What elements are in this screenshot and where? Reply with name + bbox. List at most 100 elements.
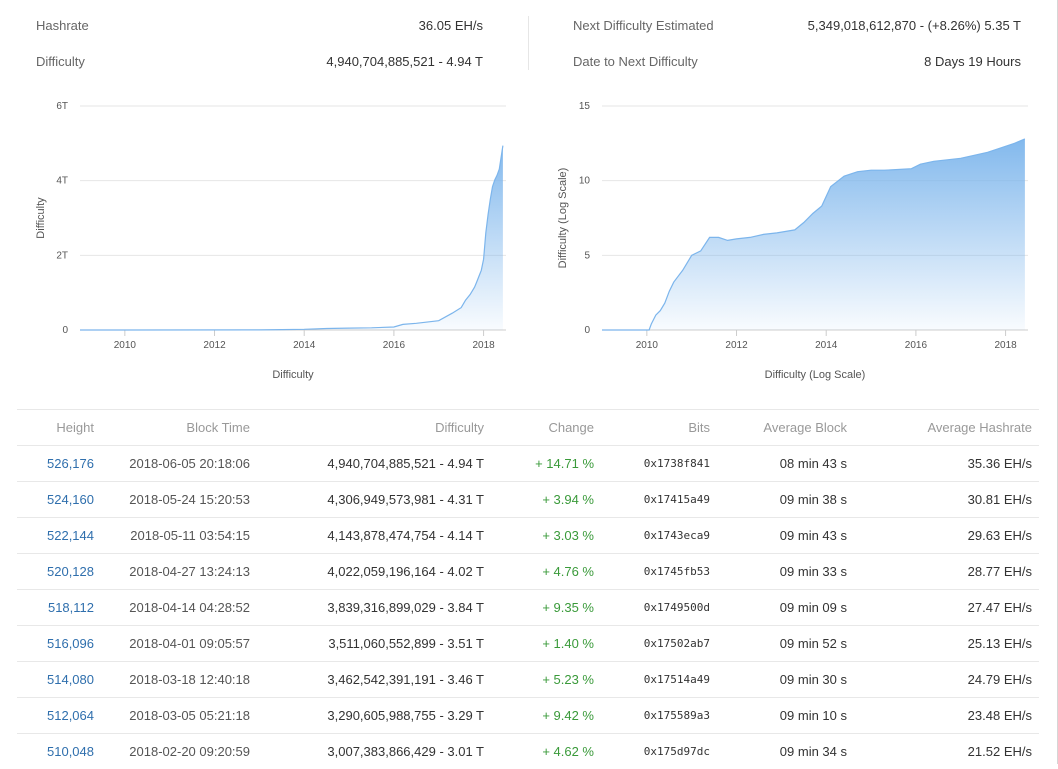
cell-block-time: 2018-03-05 05:21:18	[101, 698, 257, 734]
cell-height: 514,080	[17, 662, 101, 698]
cell-average-block: 09 min 38 s	[717, 482, 854, 518]
cell-height: 516,096	[17, 626, 101, 662]
block-height-link[interactable]: 514,080	[47, 672, 94, 687]
col-header-average-block[interactable]: Average Block	[717, 410, 854, 446]
block-height-link[interactable]: 520,128	[47, 564, 94, 579]
col-header-difficulty[interactable]: Difficulty	[257, 410, 491, 446]
cell-average-hashrate: 35.36 EH/s	[854, 446, 1039, 482]
cell-block-time: 2018-04-14 04:28:52	[101, 590, 257, 626]
next-difficulty-value: 5,349,018,612,870 - (+8.26%) 5.35 T	[751, 16, 1021, 36]
cell-average-hashrate: 30.81 EH/s	[854, 482, 1039, 518]
table-header-row: Height Block Time Difficulty Change Bits…	[17, 410, 1039, 446]
cell-average-hashrate: 29.63 EH/s	[854, 518, 1039, 554]
x-tick-label: 2016	[383, 340, 406, 351]
block-height-link[interactable]: 524,160	[47, 492, 94, 507]
cell-difficulty: 4,940,704,885,521 - 4.94 T	[257, 446, 491, 482]
x-tick-label: 2018	[994, 340, 1017, 351]
cell-change: + 9.42 %	[491, 698, 601, 734]
cell-bits: 0x1738f841	[601, 446, 717, 482]
x-axis-title: Difficulty	[272, 369, 314, 381]
x-tick-label: 2012	[203, 340, 226, 351]
cell-bits: 0x1745fb53	[601, 554, 717, 590]
block-height-link[interactable]: 516,096	[47, 636, 94, 651]
difficulty-value: 4,940,704,885,521 - 4.94 T	[233, 52, 483, 72]
cell-difficulty: 3,290,605,988,755 - 3.29 T	[257, 698, 491, 734]
y-tick-label: 15	[579, 101, 591, 112]
cell-bits: 0x1743eca9	[601, 518, 717, 554]
difficulty-label: Difficulty	[36, 52, 236, 72]
x-tick-label: 2018	[472, 340, 495, 351]
cell-average-hashrate: 24.79 EH/s	[854, 662, 1039, 698]
cell-difficulty: 4,143,878,474,754 - 4.14 T	[257, 518, 491, 554]
cell-average-hashrate: 27.47 EH/s	[854, 590, 1039, 626]
cell-block-time: 2018-04-27 13:24:13	[101, 554, 257, 590]
cell-average-hashrate: 25.13 EH/s	[854, 626, 1039, 662]
cell-bits: 0x17502ab7	[601, 626, 717, 662]
cell-height: 512,064	[17, 698, 101, 734]
block-height-link[interactable]: 510,048	[47, 744, 94, 759]
series-area	[80, 146, 503, 330]
col-header-height[interactable]: Height	[17, 410, 101, 446]
block-height-link[interactable]: 522,144	[47, 528, 94, 543]
y-tick-label: 0	[584, 325, 590, 336]
cell-difficulty: 3,511,060,552,899 - 3.51 T	[257, 626, 491, 662]
col-header-average-hashrate[interactable]: Average Hashrate	[854, 410, 1039, 446]
x-tick-label: 2010	[114, 340, 137, 351]
next-date-value: 8 Days 19 Hours	[821, 52, 1021, 72]
cell-height: 522,144	[17, 518, 101, 554]
col-header-change[interactable]: Change	[491, 410, 601, 446]
cell-height: 520,128	[17, 554, 101, 590]
cell-average-block: 08 min 43 s	[717, 446, 854, 482]
cell-height: 518,112	[17, 590, 101, 626]
cell-change: + 3.03 %	[491, 518, 601, 554]
x-tick-label: 2014	[293, 340, 316, 351]
stats-divider	[528, 16, 529, 70]
cell-block-time: 2018-03-18 12:40:18	[101, 662, 257, 698]
cell-block-time: 2018-06-05 20:18:06	[101, 446, 257, 482]
cell-average-block: 09 min 10 s	[717, 698, 854, 734]
block-height-link[interactable]: 512,064	[47, 708, 94, 723]
cell-difficulty: 3,462,542,391,191 - 3.46 T	[257, 662, 491, 698]
y-tick-label: 2T	[56, 250, 68, 261]
col-header-bits[interactable]: Bits	[601, 410, 717, 446]
cell-average-block: 09 min 43 s	[717, 518, 854, 554]
cell-block-time: 2018-05-11 03:54:15	[101, 518, 257, 554]
cell-average-hashrate: 28.77 EH/s	[854, 554, 1039, 590]
next-date-label: Date to Next Difficulty	[573, 52, 793, 72]
cell-block-time: 2018-05-24 15:20:53	[101, 482, 257, 518]
cell-difficulty: 4,306,949,573,981 - 4.31 T	[257, 482, 491, 518]
cell-change: + 5.23 %	[491, 662, 601, 698]
x-tick-label: 2014	[815, 340, 838, 351]
cell-difficulty: 3,839,316,899,029 - 3.84 T	[257, 590, 491, 626]
x-tick-label: 2016	[905, 340, 928, 351]
cell-change: + 9.35 %	[491, 590, 601, 626]
x-tick-label: 2010	[636, 340, 659, 351]
hashrate-value: 36.05 EH/s	[283, 16, 483, 36]
col-header-block-time[interactable]: Block Time	[101, 410, 257, 446]
cell-bits: 0x1749500d	[601, 590, 717, 626]
cell-average-hashrate: 23.48 EH/s	[854, 698, 1039, 734]
cell-change: + 1.40 %	[491, 626, 601, 662]
x-axis-title: Difficulty (Log Scale)	[765, 369, 866, 381]
cell-average-block: 09 min 33 s	[717, 554, 854, 590]
y-axis-title: Difficulty (Log Scale)	[557, 168, 569, 269]
cell-change: + 4.76 %	[491, 554, 601, 590]
cell-difficulty: 4,022,059,196,164 - 4.02 T	[257, 554, 491, 590]
cell-average-block: 09 min 52 s	[717, 626, 854, 662]
block-height-link[interactable]: 526,176	[47, 456, 94, 471]
cell-average-block: 09 min 09 s	[717, 590, 854, 626]
series-line	[80, 146, 503, 330]
x-tick-label: 2012	[725, 340, 748, 351]
block-height-link[interactable]: 518,112	[48, 600, 94, 615]
cell-bits: 0x175589a3	[601, 698, 717, 734]
